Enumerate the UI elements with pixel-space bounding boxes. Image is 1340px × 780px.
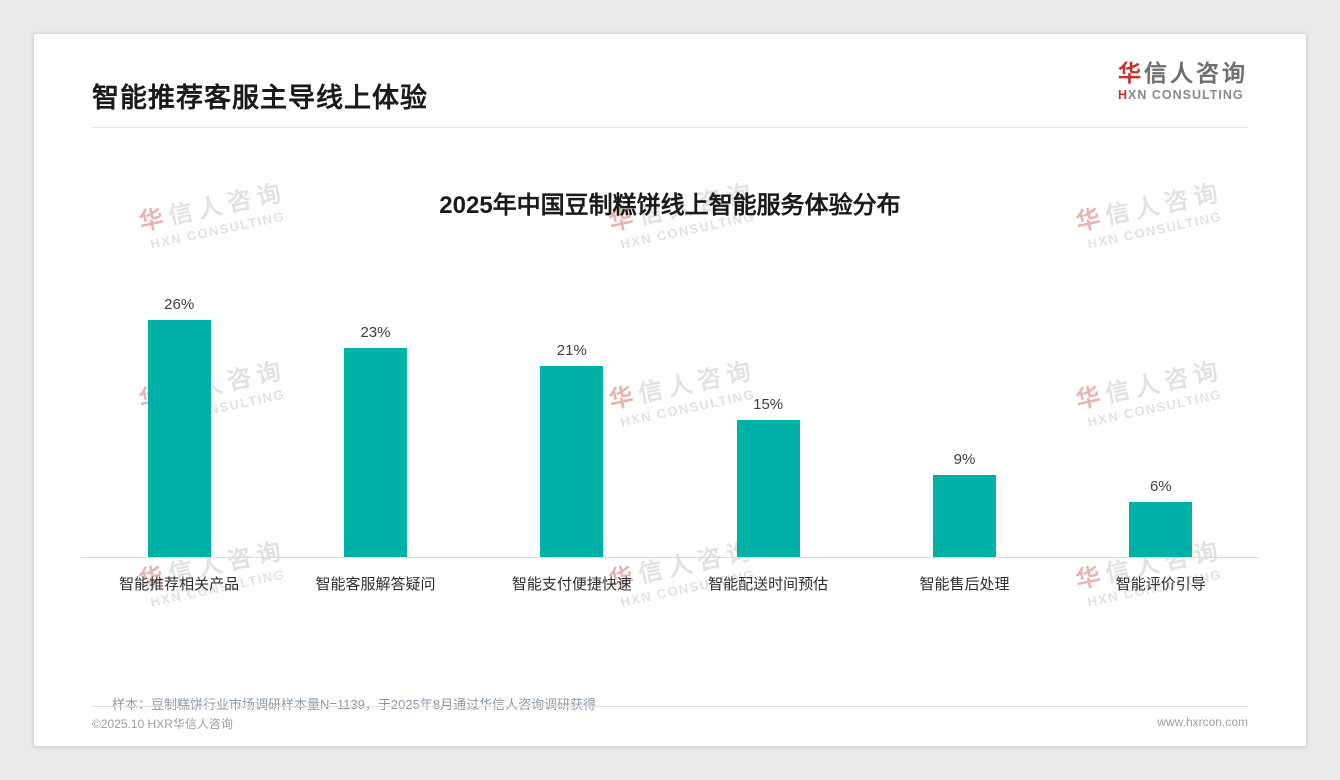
bar-column-2: 23%: [277, 324, 473, 557]
report-footer: ©2025.10 HXR华信人咨询 www.hxrcon.com: [92, 706, 1248, 732]
bar-value-label: 15%: [753, 396, 784, 413]
logo-chinese-name: 华信人咨询: [1118, 60, 1248, 86]
logo-accent-char: 华: [1118, 60, 1144, 86]
bar: [736, 420, 800, 557]
company-logo: 华信人咨询 HXN CONSULTING: [1118, 60, 1248, 102]
report-card: 华信人咨询 HXN CONSULTING 华信人咨询 HXN CONSULTING 华信…: [33, 33, 1307, 747]
category-label: 智能配送时间预估: [708, 576, 829, 593]
bar-column-4: 15%: [670, 396, 866, 557]
bar-column-6: 6%: [1063, 478, 1259, 557]
bar-column-3: 21%: [474, 342, 670, 557]
category-label: 智能推荐相关产品: [119, 576, 240, 593]
bar-value-label: 23%: [360, 324, 391, 341]
bar: [1129, 502, 1193, 557]
sample-footnote: 样本：豆制糕饼行业市场调研样本量N=1139，于2025年8月通过华信人咨询调研…: [112, 697, 597, 712]
website-url: www.hxrcon.com: [1157, 715, 1248, 729]
chart-title: 2025年中国豆制糕饼线上智能服务体验分布: [439, 192, 901, 219]
bar-value-label: 9%: [953, 451, 976, 468]
bar-value-label: 21%: [556, 342, 587, 359]
header-divider: [92, 127, 1248, 128]
bar: [147, 320, 211, 557]
bar: [343, 348, 407, 557]
logo-english-name: HXN CONSULTING: [1118, 88, 1244, 102]
logo-en-rest-chars: XN CONSULTING: [1128, 88, 1244, 102]
category-label: 智能支付便捷快速: [511, 576, 632, 593]
bar: [540, 366, 604, 557]
category-label: 智能售后处理: [919, 576, 1010, 593]
bar-column-1: 26%: [81, 296, 277, 557]
category-label: 智能客服解答疑问: [315, 576, 436, 593]
category-label: 智能评价引导: [1115, 576, 1206, 593]
bar-value-label: 6%: [1149, 478, 1172, 495]
logo-en-accent-char: H: [1118, 88, 1129, 102]
bar-column-5: 9%: [866, 451, 1062, 557]
copyright-text: ©2025.10 HXR华信人咨询: [92, 717, 233, 731]
page-title: 智能推荐客服主导线上体验: [92, 83, 428, 113]
category-axis: 智能推荐相关产品 智能客服解答疑问 智能支付便捷快速 智能配送时间预估 智能售后处理 智能…: [81, 558, 1259, 594]
bar-value-label: 26%: [164, 296, 195, 313]
logo-rest-chars: 信人咨询: [1144, 60, 1248, 86]
plot-area: 26% 23% 21% 15% 9% 6%: [81, 292, 1259, 558]
report-header: 智能推荐客服主导线上体验 华信人咨询 HXN CONSULTING: [34, 34, 1306, 115]
bar: [932, 475, 996, 557]
